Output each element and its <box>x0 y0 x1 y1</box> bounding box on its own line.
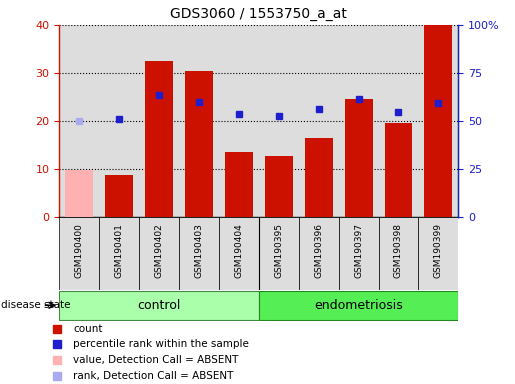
Bar <box>185 71 213 217</box>
Bar <box>339 217 379 290</box>
Bar <box>299 217 339 290</box>
Bar <box>225 152 253 217</box>
Bar <box>379 217 418 290</box>
Bar <box>179 217 219 290</box>
Text: endometriosis: endometriosis <box>314 299 403 312</box>
Bar <box>259 291 458 320</box>
Bar <box>345 99 372 217</box>
Bar <box>305 138 333 217</box>
Text: value, Detection Call = ABSENT: value, Detection Call = ABSENT <box>74 355 239 365</box>
Bar <box>99 217 139 290</box>
Text: GSM190395: GSM190395 <box>274 223 283 278</box>
Bar <box>145 61 173 217</box>
Bar <box>219 217 259 290</box>
Bar <box>105 175 133 217</box>
Text: GSM190403: GSM190403 <box>195 223 203 278</box>
Text: GSM190398: GSM190398 <box>394 223 403 278</box>
Bar <box>418 217 458 290</box>
Text: count: count <box>74 324 103 334</box>
Bar <box>139 217 179 290</box>
Bar <box>65 170 93 217</box>
Bar <box>59 291 259 320</box>
Text: percentile rank within the sample: percentile rank within the sample <box>74 339 249 349</box>
Text: GSM190397: GSM190397 <box>354 223 363 278</box>
Text: GSM190402: GSM190402 <box>154 223 163 278</box>
Text: GSM190396: GSM190396 <box>314 223 323 278</box>
Text: GSM190400: GSM190400 <box>75 223 83 278</box>
Bar <box>265 156 293 217</box>
Text: disease state: disease state <box>1 300 70 310</box>
Text: GSM190401: GSM190401 <box>115 223 124 278</box>
Text: rank, Detection Call = ABSENT: rank, Detection Call = ABSENT <box>74 371 234 381</box>
Bar <box>385 123 413 217</box>
Title: GDS3060 / 1553750_a_at: GDS3060 / 1553750_a_at <box>170 7 347 21</box>
Bar <box>424 25 452 217</box>
Text: GSM190399: GSM190399 <box>434 223 443 278</box>
Bar <box>59 217 99 290</box>
Text: control: control <box>138 299 181 312</box>
Text: GSM190404: GSM190404 <box>234 223 243 278</box>
Bar <box>259 217 299 290</box>
